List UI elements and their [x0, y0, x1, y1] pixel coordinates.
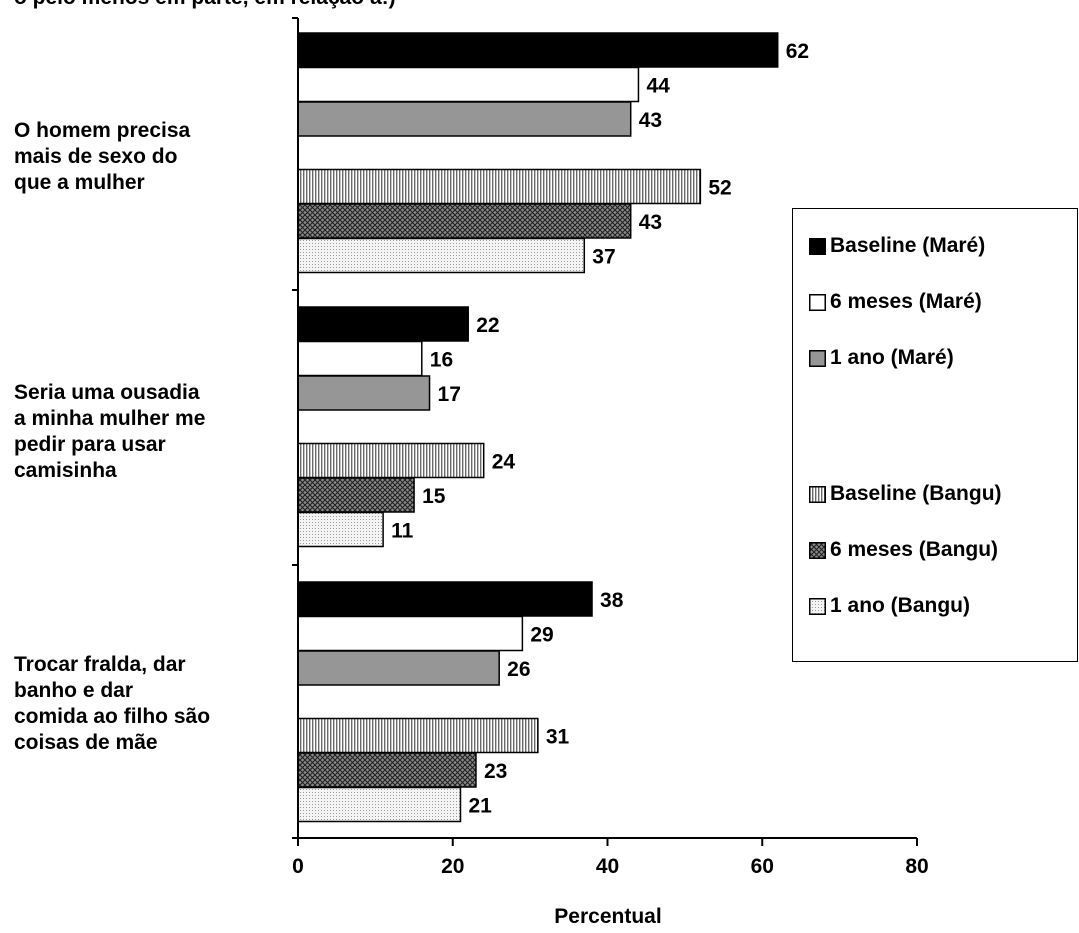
bar: [297, 340, 423, 377]
data-label: 16: [430, 349, 453, 372]
bar: [297, 650, 500, 686]
data-label: 23: [484, 760, 507, 783]
x-tick-label: 60: [751, 855, 774, 878]
legend-label: 6 meses (Maré): [830, 290, 982, 313]
x-tick-label: 40: [596, 855, 619, 878]
data-label: 52: [708, 177, 731, 200]
category-label: Trocar fralda, dar banho e dar comida ao…: [14, 653, 211, 754]
data-label: 22: [476, 314, 499, 337]
x-axis-label: Percentual: [554, 905, 662, 928]
data-label: 24: [492, 451, 516, 474]
bar: [297, 581, 593, 617]
legend-item: 1 ano (Bangu): [809, 593, 970, 619]
data-label: 31: [546, 726, 570, 749]
legend-swatch: [809, 237, 826, 255]
x-tick-label: 20: [441, 855, 464, 878]
bar: [297, 477, 415, 513]
bar: [297, 101, 632, 137]
legend-item: 6 meses (Bangu): [809, 537, 998, 563]
data-label: 43: [639, 211, 662, 234]
legend-label: Baseline (Maré): [830, 234, 986, 257]
legend-item: Baseline (Maré): [809, 233, 985, 259]
legend-swatch: [809, 485, 826, 503]
data-label: 29: [530, 624, 553, 647]
data-label: 17: [438, 383, 461, 406]
legend-swatch: [809, 293, 826, 311]
category-label: O homem precisa mais de sexo do que a mu…: [14, 119, 191, 194]
legend-swatch: [809, 349, 826, 367]
bar: [297, 786, 462, 823]
data-label: 44: [646, 75, 670, 98]
legend-item: Baseline (Bangu): [809, 481, 1002, 507]
bar: [297, 752, 477, 788]
bar: [297, 168, 702, 205]
legend: Baseline (Maré) 6 meses (Maré) 1 ano (Maré…: [792, 208, 1078, 662]
legend-item: 1 ano (Maré): [809, 345, 954, 371]
data-label: 62: [786, 40, 809, 63]
legend-item: 6 meses (Maré): [809, 289, 982, 315]
bar: [297, 66, 640, 103]
bar: [297, 306, 469, 342]
data-label: 11: [391, 520, 414, 543]
data-label: 21: [468, 795, 492, 818]
bar: [297, 32, 779, 68]
legend-swatch: [809, 541, 826, 559]
data-label: 26: [507, 658, 530, 681]
x-tick-label: 80: [905, 855, 928, 878]
bar: [297, 615, 524, 652]
data-label: 15: [422, 485, 446, 508]
legend-label: Baseline (Bangu): [830, 482, 1002, 505]
bar: [297, 237, 586, 274]
axes-layer: 0 20 40 60 80: [292, 17, 929, 878]
legend-swatch: [809, 597, 826, 615]
bar: [297, 375, 431, 411]
legend-label: 6 meses (Bangu): [830, 538, 999, 561]
data-label: 43: [639, 109, 662, 132]
x-tick-label: 0: [292, 855, 304, 878]
data-label: 37: [592, 246, 615, 269]
legend-label: 1 ano (Maré): [830, 346, 954, 369]
data-label: 38: [600, 589, 624, 612]
bar: [297, 717, 539, 754]
bar: [297, 442, 485, 479]
bar: [297, 203, 632, 239]
bar: [297, 511, 384, 548]
category-label: Seria uma ousadia a minha mulher me pedi…: [14, 381, 206, 482]
legend-label: 1 ano (Bangu): [830, 594, 970, 617]
chart-title-fragment: o pelo menos em parte, em relação a:): [14, 0, 396, 10]
